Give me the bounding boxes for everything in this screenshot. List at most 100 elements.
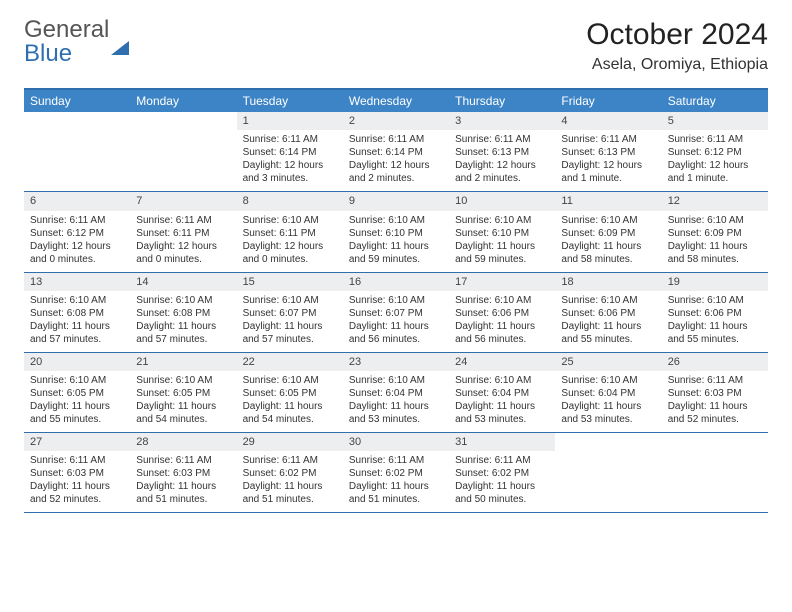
day-line: Sunset: 6:14 PM [243,146,337,159]
day-line: and 53 minutes. [349,413,443,426]
day-line: and 53 minutes. [561,413,655,426]
day-number: 21 [130,353,236,371]
day-number: 23 [343,353,449,371]
day-body: Sunrise: 6:10 AMSunset: 6:04 PMDaylight:… [555,371,661,432]
day-line: Sunrise: 6:10 AM [561,294,655,307]
day-line: and 1 minute. [668,172,762,185]
day-6: 6Sunrise: 6:11 AMSunset: 6:12 PMDaylight… [24,192,130,271]
day-line: Daylight: 12 hours [455,159,549,172]
day-line: Sunrise: 6:11 AM [30,214,124,227]
day-line: Daylight: 11 hours [243,480,337,493]
brand-part1: General [24,16,109,43]
day-line: Sunrise: 6:11 AM [561,133,655,146]
day-line: Sunset: 6:14 PM [349,146,443,159]
day-line: and 56 minutes. [455,333,549,346]
day-body: Sunrise: 6:10 AMSunset: 6:09 PMDaylight:… [555,211,661,272]
day-body: Sunrise: 6:11 AMSunset: 6:02 PMDaylight:… [237,451,343,512]
day-line: Sunrise: 6:10 AM [349,214,443,227]
day-body: Sunrise: 6:10 AMSunset: 6:05 PMDaylight:… [130,371,236,432]
day-14: 14Sunrise: 6:10 AMSunset: 6:08 PMDayligh… [130,273,236,352]
day-number: 13 [24,273,130,291]
day-line: Daylight: 11 hours [455,400,549,413]
day-line: Sunset: 6:03 PM [136,467,230,480]
day-line: Daylight: 11 hours [30,320,124,333]
day-7: 7Sunrise: 6:11 AMSunset: 6:11 PMDaylight… [130,192,236,271]
day-number: 17 [449,273,555,291]
day-22: 22Sunrise: 6:10 AMSunset: 6:05 PMDayligh… [237,353,343,432]
day-line: Sunset: 6:06 PM [455,307,549,320]
day-body: Sunrise: 6:10 AMSunset: 6:10 PMDaylight:… [343,211,449,272]
day-line: Daylight: 11 hours [349,480,443,493]
calendar-body: 1Sunrise: 6:11 AMSunset: 6:14 PMDaylight… [24,112,768,513]
day-number: 30 [343,433,449,451]
day-11: 11Sunrise: 6:10 AMSunset: 6:09 PMDayligh… [555,192,661,271]
day-line: Daylight: 11 hours [30,400,124,413]
day-5: 5Sunrise: 6:11 AMSunset: 6:12 PMDaylight… [662,112,768,191]
day-line: Sunset: 6:09 PM [561,227,655,240]
day-29: 29Sunrise: 6:11 AMSunset: 6:02 PMDayligh… [237,433,343,512]
day-8: 8Sunrise: 6:10 AMSunset: 6:11 PMDaylight… [237,192,343,271]
day-line: Sunset: 6:05 PM [243,387,337,400]
day-line: Sunset: 6:13 PM [561,146,655,159]
day-empty [555,433,661,512]
day-body [555,451,661,460]
day-line: Daylight: 12 hours [243,240,337,253]
day-27: 27Sunrise: 6:11 AMSunset: 6:03 PMDayligh… [24,433,130,512]
day-number: 5 [662,112,768,130]
day-20: 20 Sunrise: 6:10 AMSunset: 6:05 PMDayligh… [24,353,130,432]
brand-part2: Blue [24,40,72,67]
day-number: 20 [24,353,130,371]
day-line: Sunset: 6:03 PM [668,387,762,400]
day-line: Daylight: 12 hours [30,240,124,253]
day-line: and 53 minutes. [455,413,549,426]
day-body: Sunrise: 6:11 AMSunset: 6:12 PMDaylight:… [24,211,130,272]
day-line: Sunrise: 6:10 AM [30,374,124,387]
day-line: and 2 minutes. [349,172,443,185]
day-line: Daylight: 12 hours [243,159,337,172]
day-15: 15Sunrise: 6:10 AMSunset: 6:07 PMDayligh… [237,273,343,352]
day-line: Sunrise: 6:11 AM [136,454,230,467]
day-line: Daylight: 11 hours [136,480,230,493]
day-line: Sunrise: 6:10 AM [30,294,124,307]
day-line: Sunset: 6:05 PM [30,387,124,400]
week-row: 27Sunrise: 6:11 AMSunset: 6:03 PMDayligh… [24,433,768,513]
day-line: and 59 minutes. [349,253,443,266]
day-line: and 0 minutes. [136,253,230,266]
day-line: Sunset: 6:09 PM [668,227,762,240]
day-number: 1 [237,112,343,130]
day-number: 28 [130,433,236,451]
week-row: 1Sunrise: 6:11 AMSunset: 6:14 PMDaylight… [24,112,768,192]
page-header: General Blue October 2024 Asela, Oromiya… [24,18,768,74]
day-number [662,433,768,451]
day-body [662,451,768,460]
day-line: Sunrise: 6:11 AM [668,374,762,387]
day-line: Sunset: 6:02 PM [455,467,549,480]
day-body: Sunrise: 6:11 AMSunset: 6:13 PMDaylight:… [449,130,555,191]
day-line: and 54 minutes. [136,413,230,426]
day-line: and 52 minutes. [668,413,762,426]
day-line: Daylight: 11 hours [455,240,549,253]
day-line: Daylight: 11 hours [243,400,337,413]
day-line: and 50 minutes. [455,493,549,506]
day-line: Sunset: 6:08 PM [136,307,230,320]
week-row: 20Sunrise: 6:10 AMSunset: 6:05 PMDayligh… [24,353,768,433]
day-line: Sunset: 6:07 PM [243,307,337,320]
day-line: Sunset: 6:04 PM [561,387,655,400]
day-number: 31 [449,433,555,451]
day-number: 2 [343,112,449,130]
day-body: Sunrise: 6:10 AMSunset: 6:06 PMDaylight:… [662,291,768,352]
day-body: Sunrise: 6:10 AMSunset: 6:10 PMDaylight:… [449,211,555,272]
day-number: 10 [449,192,555,210]
day-number: 8 [237,192,343,210]
day-line: Daylight: 11 hours [243,320,337,333]
day-line: Sunrise: 6:10 AM [561,374,655,387]
day-line: and 55 minutes. [561,333,655,346]
day-line: Sunrise: 6:10 AM [243,294,337,307]
day-number: 12 [662,192,768,210]
day-number [555,433,661,451]
day-line: Sunset: 6:04 PM [349,387,443,400]
day-body: Sunrise: 6:10 AMSunset: 6:08 PMDaylight:… [24,291,130,352]
day-line: Daylight: 11 hours [668,240,762,253]
day-9: 9Sunrise: 6:10 AMSunset: 6:10 PMDaylight… [343,192,449,271]
day-26: 26Sunrise: 6:11 AMSunset: 6:03 PMDayligh… [662,353,768,432]
